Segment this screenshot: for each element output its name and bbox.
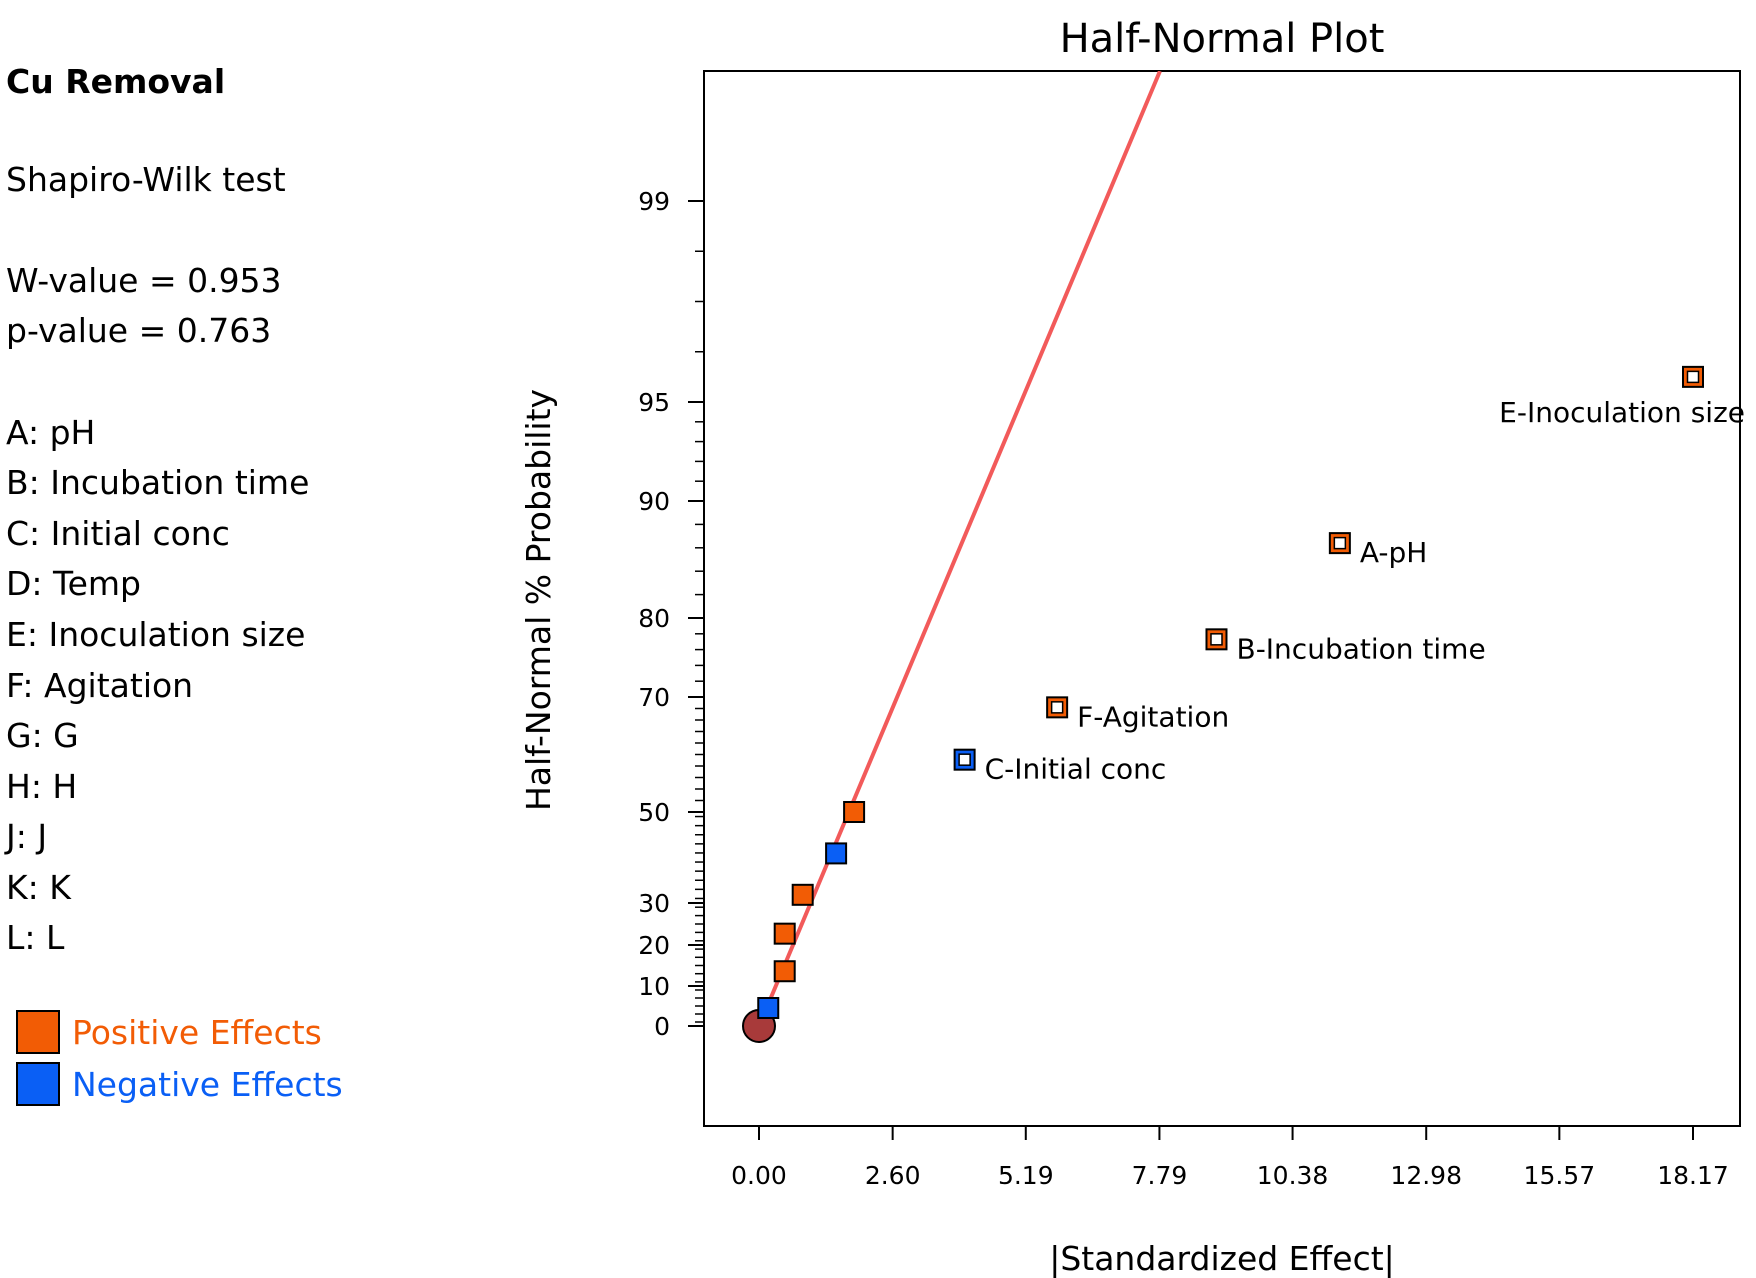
- p-value: p-value = 0.763: [6, 311, 272, 350]
- point-label: C-Initial conc: [985, 753, 1167, 786]
- negative-swatch: [16, 1062, 60, 1106]
- point-label: A-pH: [1360, 536, 1427, 569]
- x-tick-label: 18.17: [1657, 1161, 1729, 1190]
- effect-point-inner: [1210, 633, 1223, 646]
- y-axis-label: Half-Normal % Probability: [519, 389, 558, 811]
- x-axis-label: |Standardized Effect|: [1049, 1239, 1395, 1278]
- factor-c: C: Initial conc: [6, 514, 230, 553]
- y-tick-label: 0: [654, 1012, 670, 1041]
- plot-frame: [703, 70, 1741, 1127]
- y-tick-label: 30: [638, 889, 670, 918]
- factor-f: F: Agitation: [6, 666, 194, 705]
- y-tick-label: 50: [638, 798, 670, 827]
- factor-j: J: J: [6, 817, 48, 856]
- reference-line: [757, 71, 1162, 1027]
- y-tick-label: 95: [638, 388, 670, 417]
- y-tick-label: 20: [638, 931, 670, 960]
- factor-b: B: Incubation time: [6, 463, 310, 502]
- effect-point: [773, 922, 796, 945]
- effect-point-inner: [1686, 370, 1700, 384]
- legend-positive: Positive Effects: [16, 1010, 322, 1054]
- y-tick-label: 10: [638, 972, 670, 1001]
- x-tick-label: 7.79: [1132, 1161, 1188, 1190]
- point-label: F-Agitation: [1077, 700, 1229, 733]
- legend-negative: Negative Effects: [16, 1062, 343, 1106]
- test-name: Shapiro-Wilk test: [6, 160, 286, 199]
- response-title: Cu Removal: [6, 62, 226, 101]
- effect-point: [825, 842, 848, 865]
- positive-swatch: [16, 1010, 60, 1054]
- effect-point: [791, 883, 814, 906]
- factor-l: L: L: [6, 918, 65, 957]
- factor-a: A: pH: [6, 413, 96, 452]
- y-tick-label: 90: [638, 487, 670, 516]
- w-value: W-value = 0.953: [6, 261, 282, 300]
- y-tick-label: 70: [638, 683, 670, 712]
- x-tick-label: 12.98: [1390, 1161, 1462, 1190]
- y-tick-label: 99: [638, 187, 670, 216]
- axis-ticks: 0.00 2.60 5.19 7.79 10.38 12.98 15.57 18.17 0 10 2…: [638, 187, 1729, 1190]
- effect-point-inner: [1333, 536, 1347, 550]
- chart-title: Half-Normal Plot: [1060, 16, 1385, 62]
- effect-point: [843, 801, 866, 823]
- points-group: E-Inoculation size A-pH B-Incubation time F…: [742, 365, 1745, 1043]
- factor-d: D: Temp: [6, 564, 141, 603]
- effect-point: [757, 997, 780, 1019]
- legend-positive-label: Positive Effects: [72, 1012, 322, 1052]
- factor-k: K: K: [6, 868, 71, 907]
- factor-g: G: G: [6, 716, 79, 755]
- x-tick-label: 10.38: [1257, 1161, 1329, 1190]
- x-tick-label: 2.60: [865, 1161, 921, 1190]
- point-label: E-Inoculation size: [1499, 396, 1745, 429]
- factor-e: E: Inoculation size: [6, 615, 306, 654]
- y-tick-label: 80: [638, 604, 670, 633]
- x-tick-label: 5.19: [998, 1161, 1054, 1190]
- reference-line-group: [757, 71, 1162, 1027]
- effect-point-inner: [1050, 701, 1064, 714]
- effect-point: [773, 960, 796, 983]
- x-tick-label: 0.00: [731, 1161, 787, 1190]
- factor-h: H: H: [6, 767, 78, 806]
- x-tick-label: 15.57: [1524, 1161, 1596, 1190]
- legend-negative-label: Negative Effects: [72, 1064, 343, 1104]
- effect-point-inner: [958, 753, 971, 766]
- point-label: B-Incubation time: [1236, 632, 1485, 665]
